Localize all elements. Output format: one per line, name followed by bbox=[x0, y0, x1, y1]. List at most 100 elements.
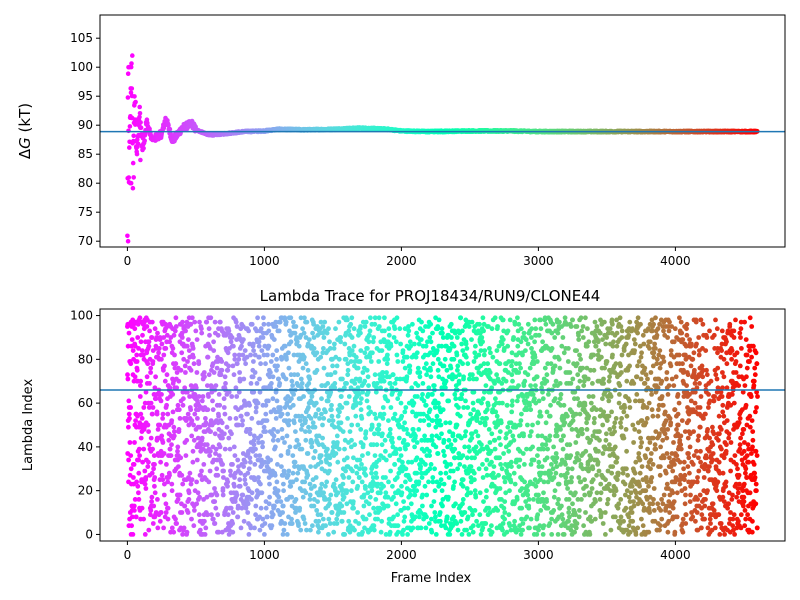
lambda-point bbox=[137, 453, 143, 458]
lambda-point bbox=[150, 446, 156, 452]
lambda-point bbox=[421, 418, 427, 423]
lambda-point bbox=[278, 405, 283, 410]
lambda-point bbox=[147, 381, 152, 386]
lambda-point bbox=[411, 400, 417, 406]
lambda-point bbox=[349, 422, 355, 428]
lambda-point bbox=[278, 499, 284, 504]
lambda-point bbox=[453, 396, 459, 402]
lambda-point bbox=[246, 328, 252, 334]
lambda-point bbox=[367, 328, 373, 334]
lambda-point bbox=[205, 354, 211, 360]
lambda-point bbox=[452, 446, 458, 452]
lambda-point bbox=[273, 324, 279, 329]
lambda-point bbox=[349, 315, 355, 321]
lambda-point bbox=[372, 453, 378, 458]
lambda-point bbox=[436, 435, 442, 441]
dg-point bbox=[134, 151, 140, 157]
lambda-point bbox=[417, 374, 423, 380]
lambda-point bbox=[221, 396, 227, 402]
lambda-point bbox=[336, 319, 342, 325]
lambda-point bbox=[303, 429, 308, 434]
lambda-point bbox=[318, 453, 324, 458]
lambda-point bbox=[201, 370, 207, 375]
lambda-point bbox=[362, 378, 368, 384]
lambda-point bbox=[196, 512, 202, 518]
lambda-point bbox=[282, 343, 288, 349]
lambda-point bbox=[245, 411, 250, 417]
dg-y-tick-label: 105 bbox=[70, 31, 93, 45]
lambda-point bbox=[352, 381, 358, 386]
lambda-point bbox=[340, 429, 346, 434]
lambda-point bbox=[296, 523, 301, 529]
lambda-point bbox=[243, 505, 249, 511]
lambda-point bbox=[480, 475, 486, 480]
lambda-point bbox=[422, 433, 427, 439]
lambda-point bbox=[474, 376, 479, 382]
lambda-point bbox=[444, 514, 450, 520]
lambda-point bbox=[301, 516, 307, 522]
lambda-point bbox=[477, 490, 483, 496]
lambda-point bbox=[168, 453, 174, 458]
lambda-point bbox=[350, 479, 356, 485]
lambda-point bbox=[231, 444, 237, 450]
dg-point bbox=[138, 125, 144, 130]
lambda-point bbox=[310, 330, 315, 336]
lambda-point bbox=[311, 503, 317, 509]
lambda-point bbox=[136, 470, 142, 476]
lambda-point bbox=[152, 483, 157, 489]
lambda-point bbox=[427, 407, 433, 413]
lambda-point bbox=[397, 446, 403, 452]
lambda-point bbox=[418, 337, 424, 342]
lambda-point bbox=[157, 518, 163, 524]
lambda-point bbox=[412, 341, 417, 347]
lambda-point bbox=[212, 319, 218, 325]
lambda-point bbox=[467, 376, 472, 382]
lambda-point bbox=[245, 470, 251, 476]
lambda-point bbox=[396, 435, 402, 441]
lambda-point bbox=[326, 326, 331, 332]
lambda-point bbox=[223, 381, 228, 386]
dg-point bbox=[130, 160, 136, 166]
lambda-point bbox=[321, 346, 326, 351]
lambda-point bbox=[395, 512, 400, 518]
lambda-point bbox=[128, 453, 134, 458]
lambda-point bbox=[180, 481, 186, 487]
lambda-point bbox=[434, 413, 440, 419]
lambda-point bbox=[347, 352, 353, 358]
dg-point bbox=[127, 145, 132, 150]
lambda-point bbox=[457, 462, 463, 467]
lambda-point bbox=[192, 411, 198, 417]
dg-y-tick-label: 85 bbox=[78, 147, 93, 161]
lambda-point bbox=[420, 503, 425, 509]
lambda-point bbox=[348, 321, 354, 327]
lambda-point bbox=[435, 356, 441, 362]
lambda-point bbox=[416, 514, 422, 520]
lambda-point bbox=[296, 343, 302, 349]
lambda-point bbox=[376, 315, 382, 321]
lambda-point bbox=[169, 525, 175, 531]
lambda-point bbox=[345, 317, 350, 323]
lambda-point bbox=[156, 346, 162, 351]
lambda-point bbox=[403, 479, 408, 485]
lambda-point bbox=[150, 405, 156, 410]
lambda-point bbox=[384, 370, 389, 375]
lambda-point bbox=[225, 483, 230, 489]
lambda-point bbox=[246, 532, 252, 537]
lambda-point bbox=[451, 343, 457, 349]
lambda-point bbox=[353, 413, 359, 419]
lambda-point bbox=[225, 512, 231, 518]
lambda-point bbox=[175, 448, 180, 454]
lambda-point bbox=[173, 315, 179, 321]
lambda-point bbox=[483, 521, 489, 526]
lambda-point bbox=[164, 372, 170, 378]
lambda-point bbox=[342, 532, 348, 537]
lambda-point bbox=[374, 475, 380, 480]
lambda-point bbox=[308, 416, 314, 421]
lambda-point bbox=[457, 372, 462, 378]
lambda-point bbox=[415, 383, 421, 388]
lambda-point bbox=[283, 319, 289, 325]
lambda-point bbox=[399, 413, 405, 419]
lambda-point bbox=[474, 518, 479, 524]
lambda-point bbox=[379, 518, 385, 524]
lambda-point bbox=[473, 444, 479, 450]
